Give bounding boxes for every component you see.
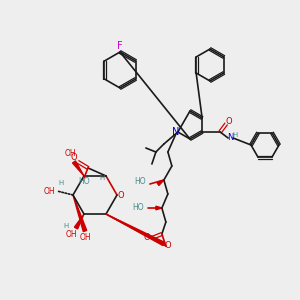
Polygon shape	[157, 180, 164, 185]
Text: OH: OH	[79, 232, 91, 242]
Text: HO: HO	[132, 203, 144, 212]
Text: N: N	[227, 134, 233, 142]
Text: O: O	[165, 242, 171, 250]
Text: O: O	[118, 190, 124, 200]
Polygon shape	[73, 161, 84, 176]
Text: O: O	[226, 118, 232, 127]
Polygon shape	[73, 195, 87, 232]
Text: H: H	[99, 175, 105, 181]
Polygon shape	[74, 214, 84, 229]
Text: HO: HO	[78, 177, 90, 186]
Text: OH: OH	[64, 149, 76, 158]
Text: O: O	[71, 153, 77, 162]
Text: H: H	[63, 223, 69, 229]
Text: OH: OH	[65, 230, 77, 238]
Text: F: F	[117, 41, 123, 51]
Polygon shape	[106, 214, 165, 246]
Text: N: N	[172, 127, 180, 137]
Polygon shape	[156, 206, 162, 210]
Text: HO: HO	[134, 178, 146, 187]
Text: H: H	[58, 180, 64, 186]
Text: O: O	[144, 233, 150, 242]
Text: OH: OH	[43, 187, 55, 196]
Text: H: H	[232, 132, 238, 138]
